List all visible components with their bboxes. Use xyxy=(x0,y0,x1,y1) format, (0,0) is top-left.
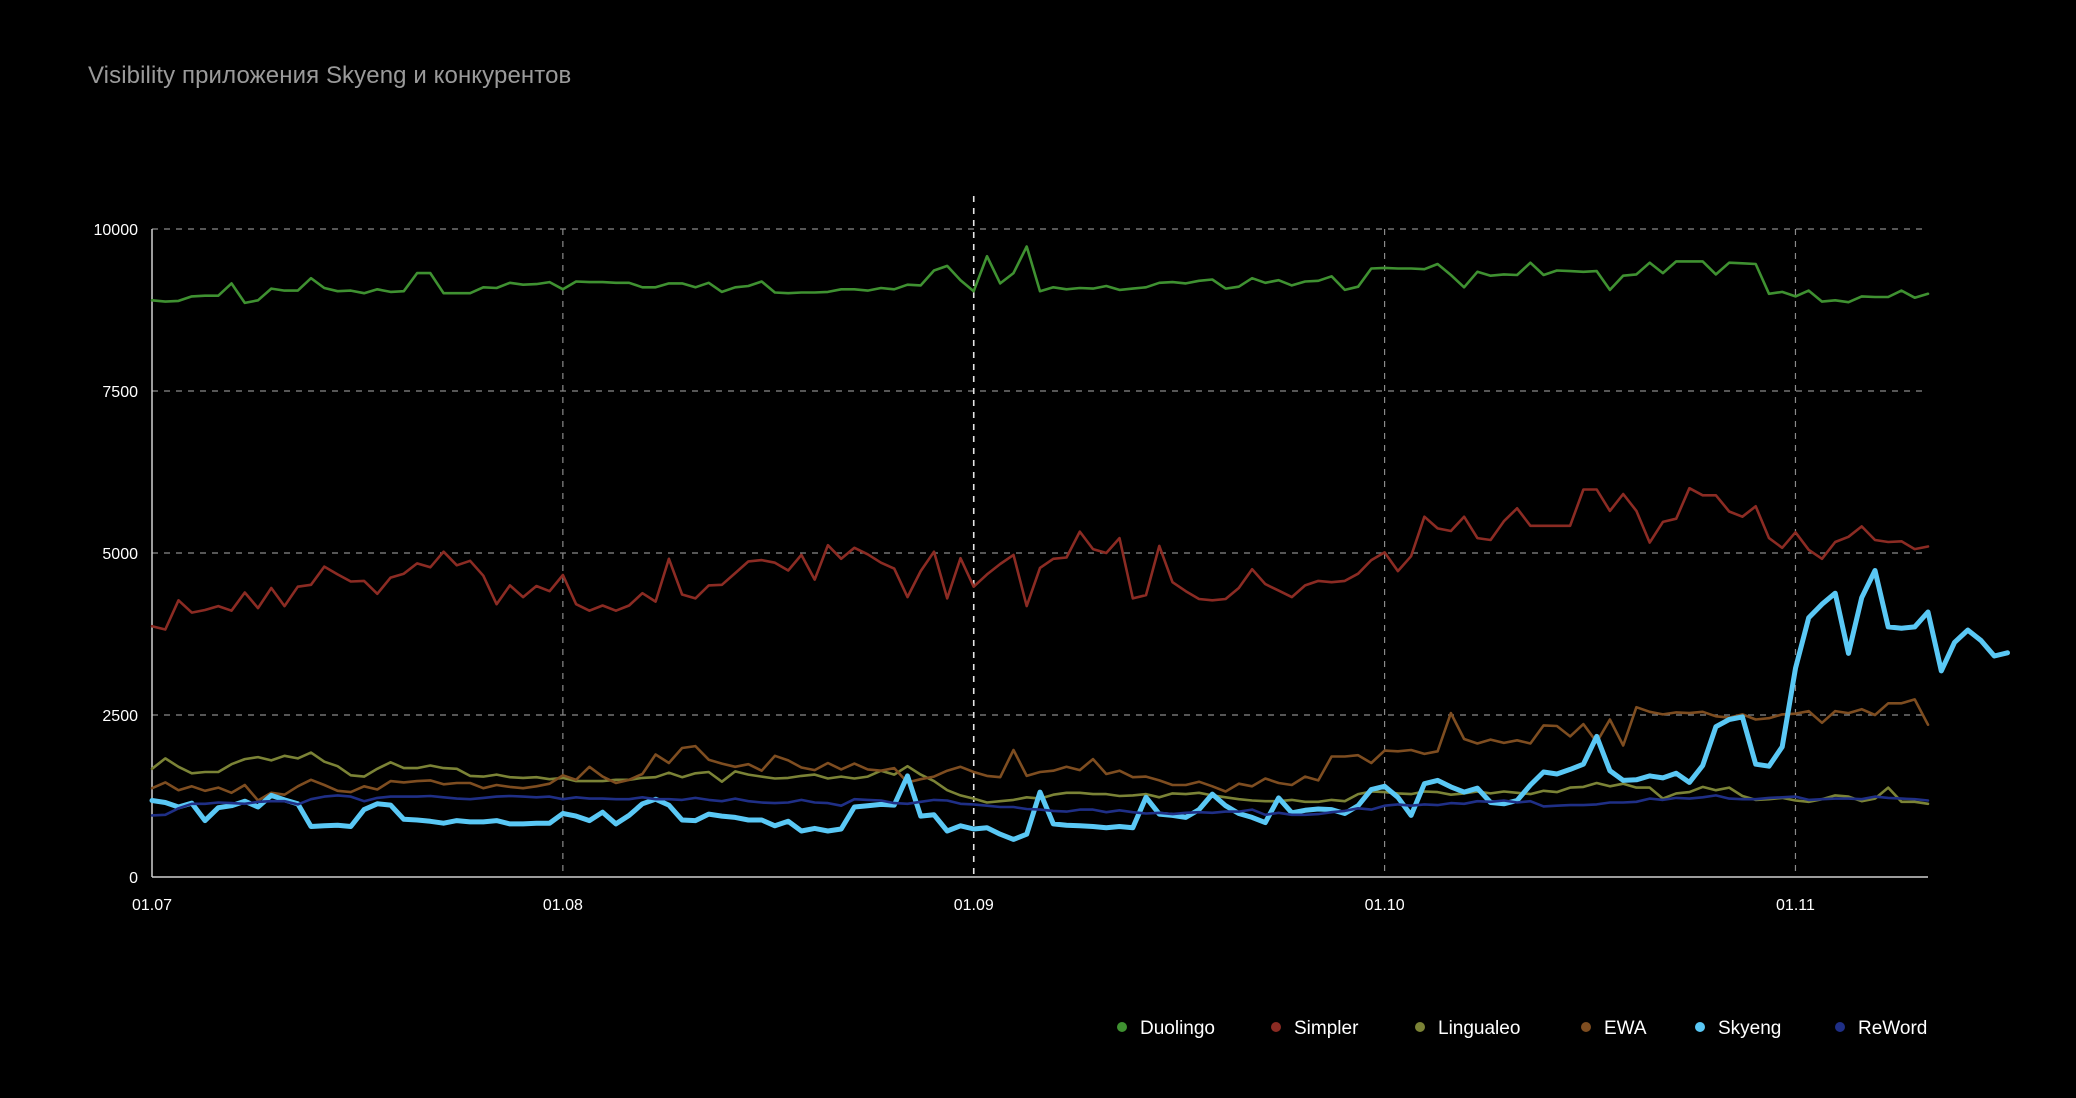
x-tick-label-01.07: 01.07 xyxy=(132,897,172,914)
legend-item-ewa[interactable]: EWA xyxy=(1581,1018,1647,1039)
legend-label-skyeng: Skyeng xyxy=(1718,1018,1781,1039)
legend-marker-reword xyxy=(1835,1022,1845,1032)
legend-item-reword[interactable]: ReWord xyxy=(1835,1018,1927,1039)
legend-marker-ewa xyxy=(1581,1022,1591,1032)
y-tick-label-5000: 5000 xyxy=(102,546,138,563)
y-tick-label-2500: 2500 xyxy=(102,708,138,725)
series-line-simpler xyxy=(150,486,1930,631)
x-tick-label-01.11: 01.11 xyxy=(1776,897,1815,914)
legend-item-duolingo[interactable]: Duolingo xyxy=(1117,1018,1215,1039)
legend-marker-simpler xyxy=(1271,1022,1281,1032)
axis-layer: 0 2500 5000 7500 10000 01.07 01.08 01.09 01.10 01… xyxy=(94,222,1928,914)
legend-label-reword: ReWord xyxy=(1858,1018,1927,1039)
grid-layer xyxy=(152,196,1928,877)
legend-label-duolingo: Duolingo xyxy=(1140,1018,1215,1039)
chart-title: Visibility приложения Skyeng и конкурент… xyxy=(88,62,572,89)
legend-marker-lingualeo xyxy=(1415,1022,1425,1032)
legend-marker-duolingo xyxy=(1117,1022,1127,1032)
legend-marker-skyeng xyxy=(1695,1022,1705,1032)
legend-label-simpler: Simpler xyxy=(1294,1018,1359,1039)
legend-label-lingualeo: Lingualeo xyxy=(1438,1018,1520,1039)
series-line-skyeng xyxy=(149,568,2010,842)
y-tick-label-10000: 10000 xyxy=(94,222,139,239)
x-tick-label-01.08: 01.08 xyxy=(543,897,583,914)
series-layer xyxy=(149,245,2010,842)
x-tick-label-01.09: 01.09 xyxy=(954,897,994,914)
legend[interactable]: Duolingo Simpler Lingualeo EWA Skyeng ReWord xyxy=(1117,1018,1927,1039)
legend-label-ewa: EWA xyxy=(1604,1018,1647,1039)
y-tick-label-0: 0 xyxy=(129,870,138,887)
legend-item-skyeng[interactable]: Skyeng xyxy=(1695,1018,1781,1039)
legend-item-lingualeo[interactable]: Lingualeo xyxy=(1415,1018,1520,1039)
legend-item-simpler[interactable]: Simpler xyxy=(1271,1018,1359,1039)
series-line-ewa xyxy=(150,698,1930,802)
series-line-reword xyxy=(150,794,1930,817)
y-tick-label-7500: 7500 xyxy=(102,384,138,401)
series-line-duolingo xyxy=(150,245,1930,305)
x-tick-label-01.10: 01.10 xyxy=(1365,897,1405,914)
